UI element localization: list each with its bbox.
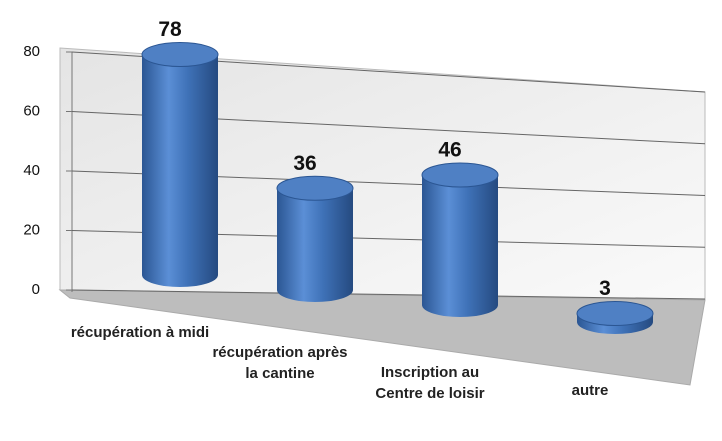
value-label: 46 — [438, 139, 461, 162]
value-label: 36 — [293, 152, 316, 175]
x-tick-label: récupération après la cantine — [212, 344, 348, 382]
cylinder — [276, 175, 354, 302]
cylinder — [141, 42, 219, 287]
cylinder-top — [576, 301, 654, 327]
cylinder-top — [421, 162, 499, 188]
y-tick-label: 40 — [23, 162, 40, 179]
cylinder-top — [276, 175, 354, 201]
x-tick-label: récupération à midi — [70, 324, 210, 341]
y-tick-label: 80 — [23, 43, 40, 60]
y-tick-label: 60 — [23, 102, 40, 119]
cylinder-top — [141, 42, 219, 68]
value-label: 78 — [158, 18, 182, 41]
cylinder-body — [277, 188, 353, 302]
y-tick-label: 0 — [32, 281, 40, 298]
cylinder — [576, 301, 654, 334]
x-tick-label: autre — [571, 382, 609, 399]
value-label: 3 — [599, 277, 611, 300]
grid-line — [71, 289, 706, 300]
cylinder-body — [142, 54, 218, 287]
x-tick-label: Inscription au Centre de loisir — [375, 364, 485, 402]
cylinder — [421, 162, 499, 317]
cylinder-body — [422, 174, 498, 317]
y-tick-label: 20 — [23, 221, 40, 238]
